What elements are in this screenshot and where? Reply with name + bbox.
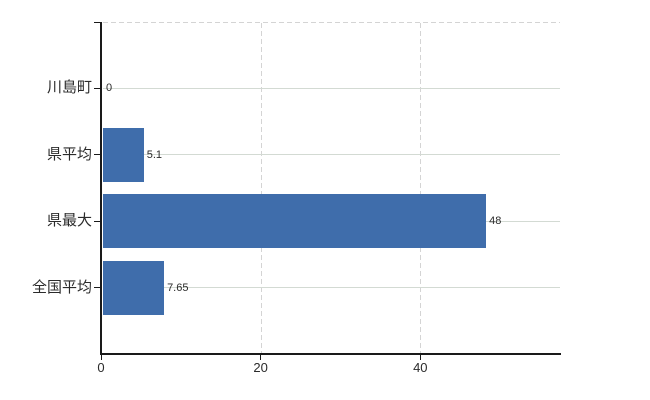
y-axis-tick — [94, 220, 101, 222]
category-label: 県最大 — [46, 212, 92, 230]
x-axis-tick — [419, 355, 421, 360]
y-gridline — [103, 87, 560, 89]
category-label: 全国平均 — [31, 278, 92, 296]
x-gridline — [260, 23, 262, 354]
x-tick-label: 40 — [413, 360, 428, 375]
y-gridline — [103, 287, 560, 289]
x-gridline — [420, 23, 422, 354]
plot-top-border — [103, 22, 560, 23]
bar-value-label: 48 — [489, 215, 502, 228]
bar-value-label: 0 — [106, 82, 113, 95]
bar — [103, 194, 487, 249]
x-axis-tick — [100, 355, 102, 360]
bar — [103, 127, 144, 182]
y-axis-tick — [94, 87, 101, 89]
x-tick-label: 20 — [253, 360, 268, 375]
bar-value-label: 7.65 — [167, 281, 189, 294]
x-tick-label: 0 — [97, 360, 105, 375]
y-axis-tick — [94, 154, 101, 156]
x-axis-tick — [260, 355, 262, 360]
bar — [103, 260, 165, 315]
y-axis — [100, 22, 102, 354]
x-axis — [100, 353, 561, 355]
category-label: 県平均 — [46, 145, 92, 163]
y-gridline — [103, 154, 560, 156]
y-axis-top-tick — [94, 22, 101, 23]
category-label: 川島町 — [46, 79, 92, 97]
y-axis-tick — [94, 287, 101, 289]
bar-value-label: 5.1 — [146, 148, 162, 161]
